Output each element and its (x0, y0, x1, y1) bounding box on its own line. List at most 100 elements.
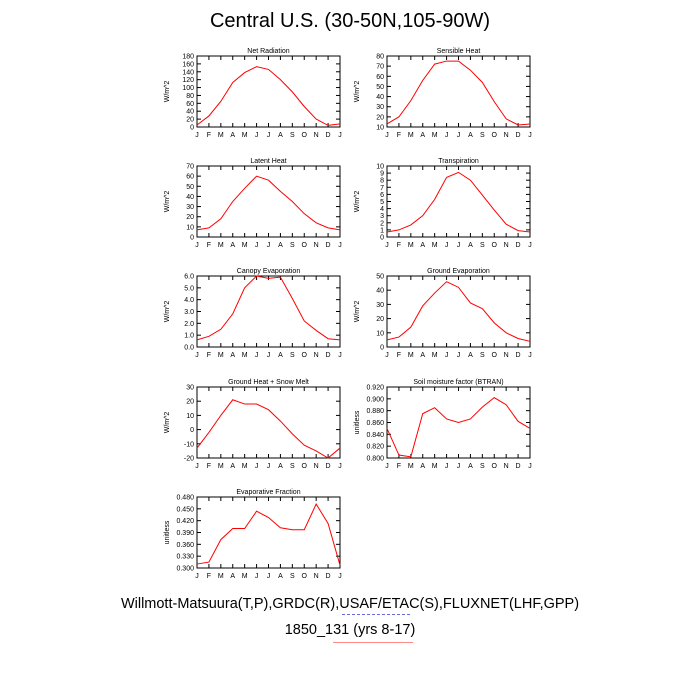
y-tick-label: 0.840 (366, 432, 384, 439)
y-tick-label: 10 (186, 224, 194, 231)
x-tick-label: J (528, 463, 532, 470)
y-tick-label: 0.920 (366, 385, 384, 392)
x-tick-label: J (195, 463, 199, 470)
x-tick-label: J (457, 352, 461, 359)
y-tick-label: 6.0 (184, 274, 194, 281)
y-tick-label: 0 (190, 125, 194, 132)
chart-panel-9: Evaporative Fraction unitless 0.300 0.330 0.… (164, 489, 342, 580)
x-tick-label: J (255, 242, 259, 249)
y-tick-label: 5 (380, 199, 384, 206)
footer-source-text: Willmott-Matsuura(T,P),GRDC(R),USAF/ETAC… (120, 596, 580, 612)
x-tick-label: M (218, 352, 224, 359)
x-tick-label: O (302, 132, 308, 139)
x-tick-label: A (278, 463, 283, 470)
x-tick-label: J (445, 242, 449, 249)
plot-frame (386, 55, 531, 128)
x-tick-label: F (397, 242, 401, 249)
x-tick-label: O (492, 352, 498, 359)
x-tick-label: N (314, 352, 319, 359)
x-tick-label: J (385, 463, 389, 470)
x-tick-label: J (195, 242, 199, 249)
chart-title: Canopy Evaporation (237, 268, 301, 275)
x-tick-label: O (302, 463, 308, 470)
x-tick-label: J (338, 352, 342, 359)
y-tick-label: 50 (186, 184, 194, 191)
y-tick-label: 20 (186, 214, 194, 221)
x-tick-label: F (207, 132, 211, 139)
x-tick-label: J (528, 242, 532, 249)
x-tick-label: M (242, 573, 248, 580)
x-tick-label: S (290, 463, 295, 470)
y-tick-label: 140 (182, 69, 194, 76)
y-axis-label: W/m^2 (164, 301, 171, 323)
x-tick-label: A (278, 352, 283, 359)
x-tick-label: D (326, 573, 331, 580)
x-tick-label: O (302, 352, 308, 359)
x-tick-label: D (516, 463, 521, 470)
footer-red-underline (333, 642, 413, 643)
y-tick-label: 0.360 (176, 542, 194, 549)
y-tick-label: 0 (380, 235, 384, 242)
x-tick-label: D (516, 242, 521, 249)
x-tick-label: M (242, 132, 248, 139)
x-tick-label: A (420, 242, 425, 249)
x-tick-label: M (218, 573, 224, 580)
y-tick-label: 120 (182, 77, 194, 84)
y-tick-label: 20 (186, 399, 194, 406)
y-tick-label: 4 (380, 206, 384, 213)
y-tick-label: 3 (380, 213, 384, 220)
x-tick-label: J (385, 242, 389, 249)
x-tick-label: A (230, 463, 235, 470)
y-tick-label: 0.800 (366, 456, 384, 463)
y-axis-label: W/m^2 (164, 81, 171, 103)
x-tick-label: J (338, 132, 342, 139)
x-tick-label: J (195, 132, 199, 139)
x-tick-label: S (480, 132, 485, 139)
x-tick-label: A (230, 352, 235, 359)
x-tick-label: M (218, 132, 224, 139)
y-tick-label: 10 (186, 413, 194, 420)
y-axis-label: W/m^2 (354, 81, 361, 103)
chart-title: Soil moisture factor (BTRAN) (413, 379, 503, 386)
x-tick-label: J (267, 242, 271, 249)
y-tick-label: 40 (186, 194, 194, 201)
x-tick-label: M (242, 352, 248, 359)
y-axis-label: W/m^2 (164, 412, 171, 434)
x-tick-label: F (397, 352, 401, 359)
y-tick-label: -20 (184, 456, 194, 463)
y-tick-label: 160 (182, 61, 194, 68)
chart-title: Sensible Heat (437, 48, 481, 55)
x-tick-label: F (397, 132, 401, 139)
x-tick-label: S (290, 242, 295, 249)
series-line (386, 60, 531, 126)
plot-frame (196, 386, 341, 459)
y-tick-label: 60 (186, 101, 194, 108)
series-line (196, 175, 341, 231)
x-tick-label: F (207, 463, 211, 470)
x-tick-label: J (457, 463, 461, 470)
x-tick-label: J (528, 132, 532, 139)
y-tick-label: 5.0 (184, 285, 194, 292)
x-tick-label: M (432, 463, 438, 470)
x-tick-label: M (432, 352, 438, 359)
y-tick-label: 20 (376, 114, 384, 121)
x-tick-label: M (432, 242, 438, 249)
y-tick-label: 10 (376, 125, 384, 132)
y-tick-label: 30 (376, 104, 384, 111)
x-tick-label: F (207, 352, 211, 359)
y-tick-label: 30 (376, 302, 384, 309)
y-axis-label: unitless (354, 410, 361, 434)
y-axis-label: W/m^2 (164, 191, 171, 213)
y-tick-label: 0.860 (366, 420, 384, 427)
y-tick-label: 4.0 (184, 297, 194, 304)
x-tick-label: O (302, 573, 308, 580)
y-tick-label: 0 (190, 427, 194, 434)
y-tick-label: 2.0 (184, 321, 194, 328)
x-tick-label: A (278, 242, 283, 249)
chart-title: Net Radiation (247, 48, 290, 55)
y-tick-label: 40 (376, 288, 384, 295)
y-axis-label: W/m^2 (354, 301, 361, 323)
